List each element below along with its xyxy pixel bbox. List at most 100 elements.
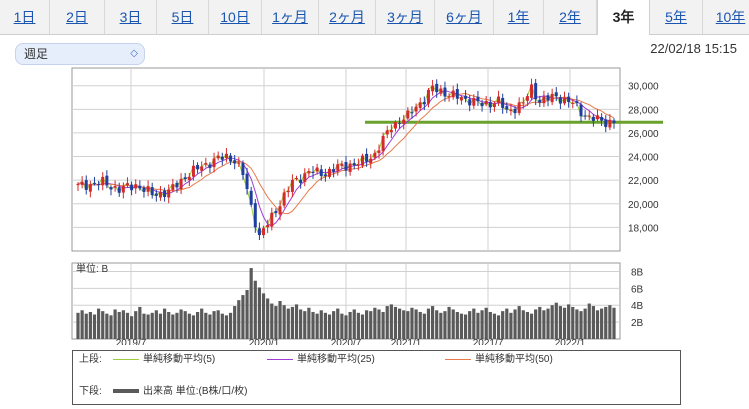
timestamp: 22/02/18 15:15	[650, 41, 737, 56]
candle-body	[80, 181, 84, 185]
candle-body	[220, 156, 224, 160]
volume-bar	[261, 293, 266, 339]
candle-body	[612, 120, 616, 123]
candle-body	[604, 119, 608, 128]
candle-body	[299, 179, 303, 184]
candle-body	[262, 228, 266, 236]
candle-body	[237, 162, 241, 164]
candle-body	[196, 164, 200, 170]
volume-bar	[591, 306, 595, 339]
tab-9[interactable]: 6ヶ月	[435, 0, 494, 34]
candle-body	[534, 83, 538, 100]
candle-body	[558, 97, 562, 104]
volume-bar	[80, 310, 84, 339]
candle-body	[109, 187, 113, 190]
tab-8[interactable]: 3ヶ月	[376, 0, 435, 34]
stock-chart: 30,000 28,000 26,000 24,000 22,000 20,000 18,0…	[71, 67, 663, 345]
volume-bar	[332, 311, 336, 339]
candle-body	[146, 186, 150, 192]
volume-bar	[451, 309, 455, 339]
volume-bar	[113, 309, 117, 339]
tab-12[interactable]: 3年	[597, 0, 650, 35]
candle-body	[422, 101, 426, 105]
price-tick-label: 26,000	[628, 129, 659, 140]
period-select-value: 週足	[24, 47, 49, 61]
tab-7[interactable]: 2ヶ月	[319, 0, 376, 34]
candle-body	[229, 155, 233, 162]
period-select[interactable]: 週足 ◇	[15, 43, 145, 65]
volume-bar	[138, 306, 142, 339]
volume-bar	[579, 311, 583, 339]
volume-bar	[88, 311, 92, 339]
candle-body	[435, 83, 439, 93]
volume-bar	[575, 309, 579, 339]
ma25-swatch	[267, 358, 293, 360]
volume-bar	[604, 306, 608, 339]
candle-body	[286, 190, 290, 193]
volume-bar	[200, 308, 204, 339]
volume-bar	[430, 306, 435, 339]
candle-body	[241, 163, 245, 176]
tab-4[interactable]: 5日	[157, 0, 209, 34]
volume-bar	[488, 311, 492, 339]
volume-bar	[224, 315, 229, 339]
candle-body	[431, 85, 435, 92]
tab-13[interactable]: 5年	[650, 0, 703, 34]
candle-body	[608, 119, 612, 128]
x-tick-label: 2021/1	[391, 338, 422, 345]
candle-body	[179, 178, 183, 190]
tab-6[interactable]: 1ヶ月	[262, 0, 319, 34]
candle-body	[154, 193, 158, 196]
candle-body	[398, 122, 402, 124]
volume-swatch	[113, 389, 139, 394]
candle-body	[319, 169, 323, 176]
volume-bar	[228, 312, 233, 339]
volume-bar	[468, 311, 472, 339]
candle-body	[393, 122, 397, 129]
candle-body	[451, 90, 455, 98]
candle-body	[410, 112, 414, 114]
candle-body	[278, 206, 282, 215]
volume-unit-label: 単位: B	[76, 262, 109, 275]
volume-bar	[187, 313, 191, 339]
candle-body	[175, 182, 179, 188]
volume-bar	[340, 313, 344, 339]
volume-bar	[323, 312, 327, 339]
candle-body	[204, 163, 208, 165]
candle-body	[88, 184, 92, 192]
tab-14[interactable]: 10年	[703, 0, 749, 34]
x-tick-label: 2021/7	[473, 338, 504, 345]
volume-bar	[517, 306, 521, 339]
volume-bar	[595, 310, 600, 339]
candle-body	[295, 178, 299, 180]
tab-5[interactable]: 10日	[209, 0, 262, 34]
volume-bars	[76, 268, 616, 339]
candle-body	[257, 228, 261, 236]
price-tick-label: 22,000	[628, 176, 659, 187]
tab-11[interactable]: 2年	[544, 0, 597, 34]
volume-bar	[472, 308, 476, 339]
candle-body	[464, 95, 468, 99]
candle-body	[130, 184, 134, 191]
volume-bar	[398, 308, 402, 339]
volume-bar	[542, 310, 546, 339]
candle-body	[233, 160, 237, 164]
tab-10[interactable]: 1年	[494, 0, 544, 34]
tab-1[interactable]: 1日	[0, 0, 50, 34]
candle-body	[513, 108, 517, 114]
tab-2[interactable]: 2日	[50, 0, 105, 34]
candle-body	[530, 84, 534, 98]
candle-body	[142, 187, 146, 192]
candle-body	[97, 184, 101, 186]
volume-bar	[237, 300, 241, 339]
volume-bar	[158, 313, 163, 339]
candle-body	[356, 164, 360, 166]
candle-body	[501, 97, 505, 108]
candle-body	[571, 102, 575, 104]
candle-body	[212, 158, 216, 168]
candle-body	[200, 166, 204, 171]
volume-bar	[476, 312, 480, 339]
volume-bar	[245, 290, 249, 339]
volume-bar	[426, 308, 431, 339]
tab-3[interactable]: 3日	[105, 0, 157, 34]
